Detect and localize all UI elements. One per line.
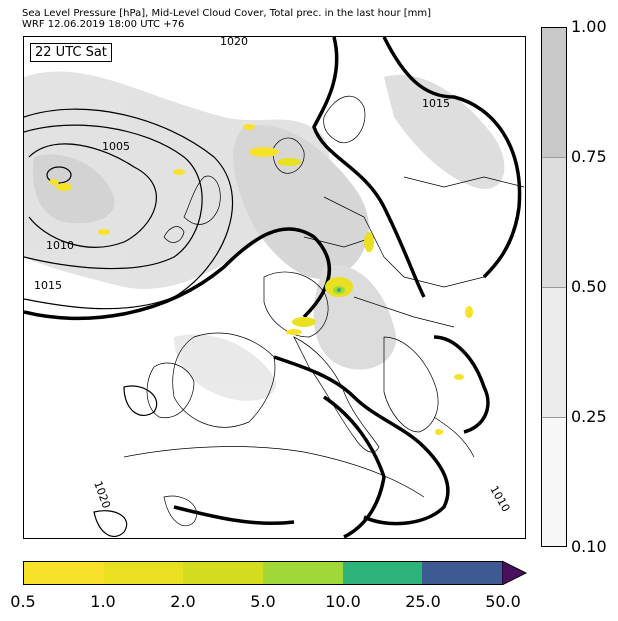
map-title: Sea Level Pressure [hPa], Mid-Level Clou… — [22, 8, 431, 30]
precip-tick-label: 5.0 — [250, 592, 276, 611]
precip-cell — [103, 562, 184, 584]
isobar-label: 1005 — [102, 140, 130, 153]
precip-tick-label: 10.0 — [325, 592, 361, 611]
precip-tick-label: 50.0 — [485, 592, 521, 611]
precip-tick-label: 2.0 — [170, 592, 196, 611]
cloud-seg-high — [542, 28, 566, 158]
coastlines — [123, 95, 525, 527]
title-line-2: WRF 12.06.2019 18:00 UTC +76 — [22, 19, 185, 30]
cloud-seg-mid-low — [542, 288, 566, 418]
cloud-tick-label: 0.25 — [571, 407, 607, 426]
precip-cell — [263, 562, 343, 584]
map-canvas: 1020 1015 1005 1010 1015 1020 1010 — [24, 37, 525, 538]
precip-cell — [342, 562, 423, 584]
isobar-label: 1020 — [91, 479, 113, 510]
precip-tick-label: 0.5 — [10, 592, 36, 611]
precip-tick-label: 25.0 — [405, 592, 441, 611]
cloud-cover-colorbar — [541, 27, 567, 547]
precip-colorbar-extend-arrow — [502, 561, 528, 585]
cloud-seg-low — [542, 418, 566, 546]
precip-colorbar — [23, 561, 503, 585]
cloud-tick-label: 0.50 — [571, 277, 607, 296]
map-panel: 1020 1015 1005 1010 1015 1020 1010 — [23, 36, 526, 539]
precipitation-layer — [49, 124, 473, 435]
cloud-seg-mid-high — [542, 158, 566, 288]
isobars-thin — [24, 108, 233, 537]
isobar-label: 1010 — [487, 483, 512, 514]
cloud-tick-label: 0.75 — [571, 147, 607, 166]
precip-cell — [24, 562, 104, 584]
time-label: 22 UTC Sat — [30, 43, 112, 62]
cloud-tick-label: 0.10 — [571, 537, 607, 556]
title-line-1: Sea Level Pressure [hPa], Mid-Level Clou… — [22, 8, 432, 19]
cloud-tick-label: 1.00 — [571, 17, 607, 36]
precip-cell — [183, 562, 264, 584]
isobar-label: 1010 — [46, 239, 74, 252]
isobar-label: 1020 — [220, 37, 248, 48]
isobar-label: 1015 — [34, 279, 62, 292]
isobar-label: 1015 — [422, 97, 450, 110]
precip-cell — [422, 562, 503, 584]
isobars-thick — [24, 37, 522, 538]
precip-tick-label: 1.0 — [90, 592, 116, 611]
